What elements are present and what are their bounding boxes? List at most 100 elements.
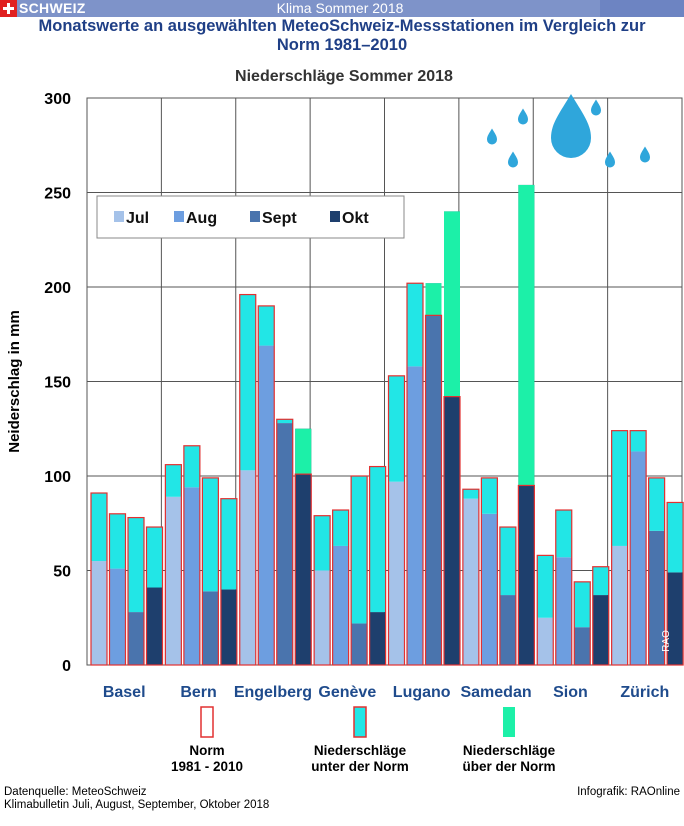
norm-outline-Bern-Aug xyxy=(183,445,201,666)
footer-source-line2: Klimabulletin Juli, August, September, O… xyxy=(4,799,270,811)
deficit-Sion-Sept xyxy=(574,581,591,628)
bar-Genève-Sept xyxy=(351,623,368,665)
norm-outline-Genève-Aug xyxy=(332,509,350,666)
deficit-Engelberg-Jul xyxy=(239,294,256,471)
bar-Engelberg-Sept xyxy=(276,423,293,665)
norm-outline-Lugano-Aug xyxy=(406,282,424,666)
footer-source: Datenquelle: MeteoSchweiz Klimabulletin … xyxy=(4,786,269,812)
legend-above-line2: über der Norm xyxy=(462,759,555,774)
bar-Basel-Jul xyxy=(91,561,107,665)
bar-Sion-Aug xyxy=(555,557,572,665)
norm-outline-Zürich-Okt xyxy=(666,501,684,666)
bar-Zürich-Sept xyxy=(648,530,665,665)
norm-outline-Zürich-Aug xyxy=(629,430,647,666)
bar-Lugano-Aug xyxy=(407,366,423,665)
norm-outline-Basel-Okt xyxy=(145,526,164,666)
norm-outline-Genève-Okt xyxy=(369,465,387,666)
legend-label-Okt: Okt xyxy=(342,210,369,227)
bar-Zürich-Okt xyxy=(667,572,684,665)
surplus-Lugano-Sept xyxy=(425,283,442,316)
norm-outline-Samedan-Okt xyxy=(517,484,535,666)
bar-Sion-Jul xyxy=(537,617,554,665)
page-title-line2: Norm 1981–2010 xyxy=(276,36,408,54)
norm-outline-Zürich-Jul xyxy=(611,430,629,666)
y-tick-label-300: 300 xyxy=(44,91,71,108)
page-title: Monatswerte an ausgewählten MeteoSchweiz… xyxy=(0,17,684,55)
bar-Zürich-Jul xyxy=(611,545,628,665)
norm-outline-Engelberg-Aug xyxy=(257,305,275,666)
raindrop-icon xyxy=(508,151,518,168)
chart-title: Niederschläge Sommer 2018 xyxy=(235,68,453,85)
surplus-Engelberg-Okt xyxy=(295,428,312,475)
bar-Samedan-Sept xyxy=(499,595,516,665)
bar-Engelberg-Jul xyxy=(239,470,256,665)
deficit-Zürich-Jul xyxy=(611,430,628,546)
surplus-Lugano-Okt xyxy=(444,211,460,397)
legend-label-Aug: Aug xyxy=(186,210,217,227)
deficit-Bern-Sept xyxy=(202,477,219,592)
legend-label-Jul: Jul xyxy=(126,210,149,227)
norm-outline-Sion-Jul xyxy=(536,554,554,666)
y-tick-label-100: 100 xyxy=(44,469,71,486)
norm-outline-Engelberg-Sept xyxy=(276,418,294,666)
norm-outline-Basel-Aug xyxy=(108,513,127,666)
legend-below-line2: unter der Norm xyxy=(311,759,409,774)
legend-norm-swatch xyxy=(200,706,214,738)
deficit-Genève-Sept xyxy=(351,476,368,624)
station-label-0: Basel xyxy=(103,684,146,701)
bar-Genève-Aug xyxy=(332,545,349,665)
deficit-Bern-Jul xyxy=(165,464,182,497)
legend-norm-line2: 1981 - 2010 xyxy=(171,759,243,774)
norm-outline-Lugano-Jul xyxy=(387,375,406,666)
bar-Basel-Aug xyxy=(109,568,126,665)
y-axis-label: Neiderschlag in mm xyxy=(6,310,23,453)
deficit-Basel-Jul xyxy=(91,493,107,562)
deficit-Engelberg-Aug xyxy=(258,305,275,346)
legend-swatch-Aug xyxy=(174,211,184,222)
bar-Basel-Okt xyxy=(146,587,163,665)
deficit-Samedan-Sept xyxy=(499,527,516,596)
y-tick-label-250: 250 xyxy=(44,186,71,203)
deficit-Samedan-Aug xyxy=(481,477,498,514)
station-label-1: Bern xyxy=(180,684,216,701)
bar-Sion-Okt xyxy=(592,595,609,665)
y-tick-label-200: 200 xyxy=(44,280,71,297)
bar-Basel-Sept xyxy=(128,612,144,665)
bar-Samedan-Aug xyxy=(481,513,498,665)
y-tick-label-50: 50 xyxy=(53,564,71,581)
station-label-7: Zürich xyxy=(620,684,669,701)
deficit-Sion-Okt xyxy=(592,566,609,596)
surplus-Samedan-Okt xyxy=(518,184,535,486)
legend-below-swatch xyxy=(353,706,367,738)
deficit-Sion-Aug xyxy=(555,510,572,558)
page-title-line1: Monatswerte an ausgewählten MeteoSchweiz… xyxy=(38,17,646,35)
deficit-Zürich-Sept xyxy=(648,477,665,531)
norm-outline-Bern-Sept xyxy=(201,477,219,666)
bar-Bern-Aug xyxy=(183,487,200,665)
bar-Genève-Okt xyxy=(369,612,386,665)
raindrop-icon xyxy=(591,99,601,116)
norm-outline-Lugano-Okt xyxy=(443,396,461,666)
station-label-5: Samedan xyxy=(460,684,531,701)
legend-label-Sept: Sept xyxy=(262,210,297,227)
norm-outline-Samedan-Aug xyxy=(480,477,498,666)
top-bar-title: Klima Sommer 2018 xyxy=(276,0,404,16)
legend-swatch-Jul xyxy=(114,211,124,222)
deficit-Genève-Okt xyxy=(369,466,386,613)
deficit-Basel-Aug xyxy=(109,513,126,569)
norm-outline-Lugano-Sept xyxy=(424,314,443,666)
bar-Lugano-Sept xyxy=(425,283,442,665)
norm-outline-Bern-Okt xyxy=(220,498,238,666)
norm-outline-Zürich-Sept xyxy=(648,477,666,666)
bar-Genève-Jul xyxy=(314,570,331,665)
bar-Engelberg-Okt xyxy=(295,428,312,665)
deficit-Bern-Aug xyxy=(183,445,200,488)
norm-outline-Sion-Aug xyxy=(555,509,573,666)
norm-outline-Sion-Okt xyxy=(592,566,610,666)
bar-Bern-Jul xyxy=(165,496,182,665)
footer-source-line1: Datenquelle: MeteoSchweiz xyxy=(4,786,147,798)
legend-below-line1: Niederschläge xyxy=(314,743,407,758)
deficit-Zürich-Okt xyxy=(667,502,684,573)
y-tick-label-150: 150 xyxy=(44,375,71,392)
norm-outline-Basel-Sept xyxy=(127,516,145,666)
